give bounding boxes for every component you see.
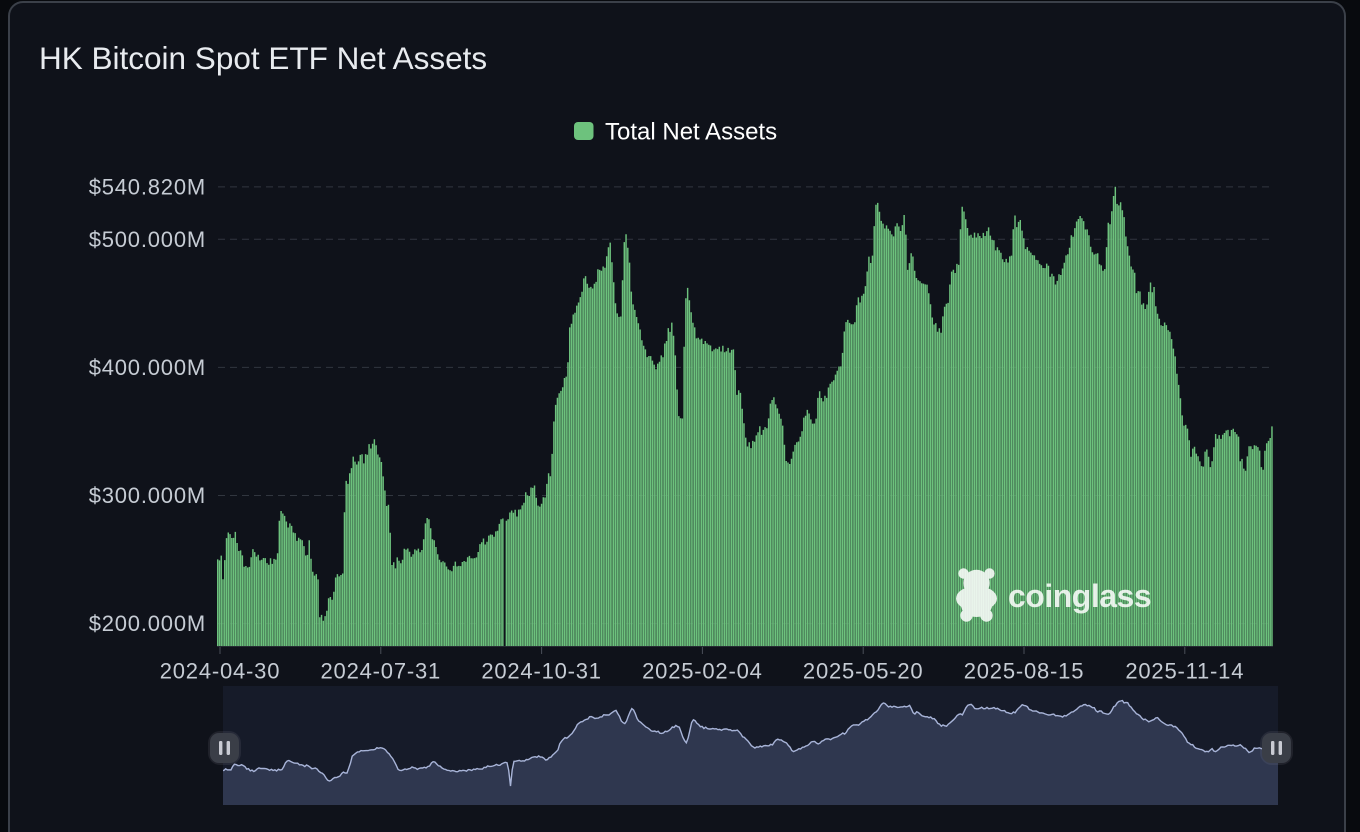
svg-text:$400.000M: $400.000M (89, 355, 206, 380)
svg-text:$500.000M: $500.000M (89, 227, 206, 252)
svg-text:$540.820M: $540.820M (89, 174, 206, 199)
svg-text:2025-02-04: 2025-02-04 (642, 659, 763, 684)
svg-text:2024-07-31: 2024-07-31 (321, 659, 442, 684)
svg-text:2025-05-20: 2025-05-20 (803, 659, 924, 684)
svg-text:coinglass: coinglass (1008, 578, 1151, 614)
svg-text:2024-10-31: 2024-10-31 (481, 659, 602, 684)
svg-text:HK Bitcoin Spot ETF Net Assets: HK Bitcoin Spot ETF Net Assets (39, 40, 487, 76)
svg-text:2025-11-14: 2025-11-14 (1125, 659, 1244, 684)
svg-text:$200.000M: $200.000M (89, 611, 206, 636)
svg-text:2025-08-15: 2025-08-15 (964, 659, 1085, 684)
svg-text:Total Net Assets: Total Net Assets (605, 119, 777, 146)
svg-text:2024-04-30: 2024-04-30 (160, 659, 281, 684)
svg-text:$300.000M: $300.000M (89, 483, 206, 508)
